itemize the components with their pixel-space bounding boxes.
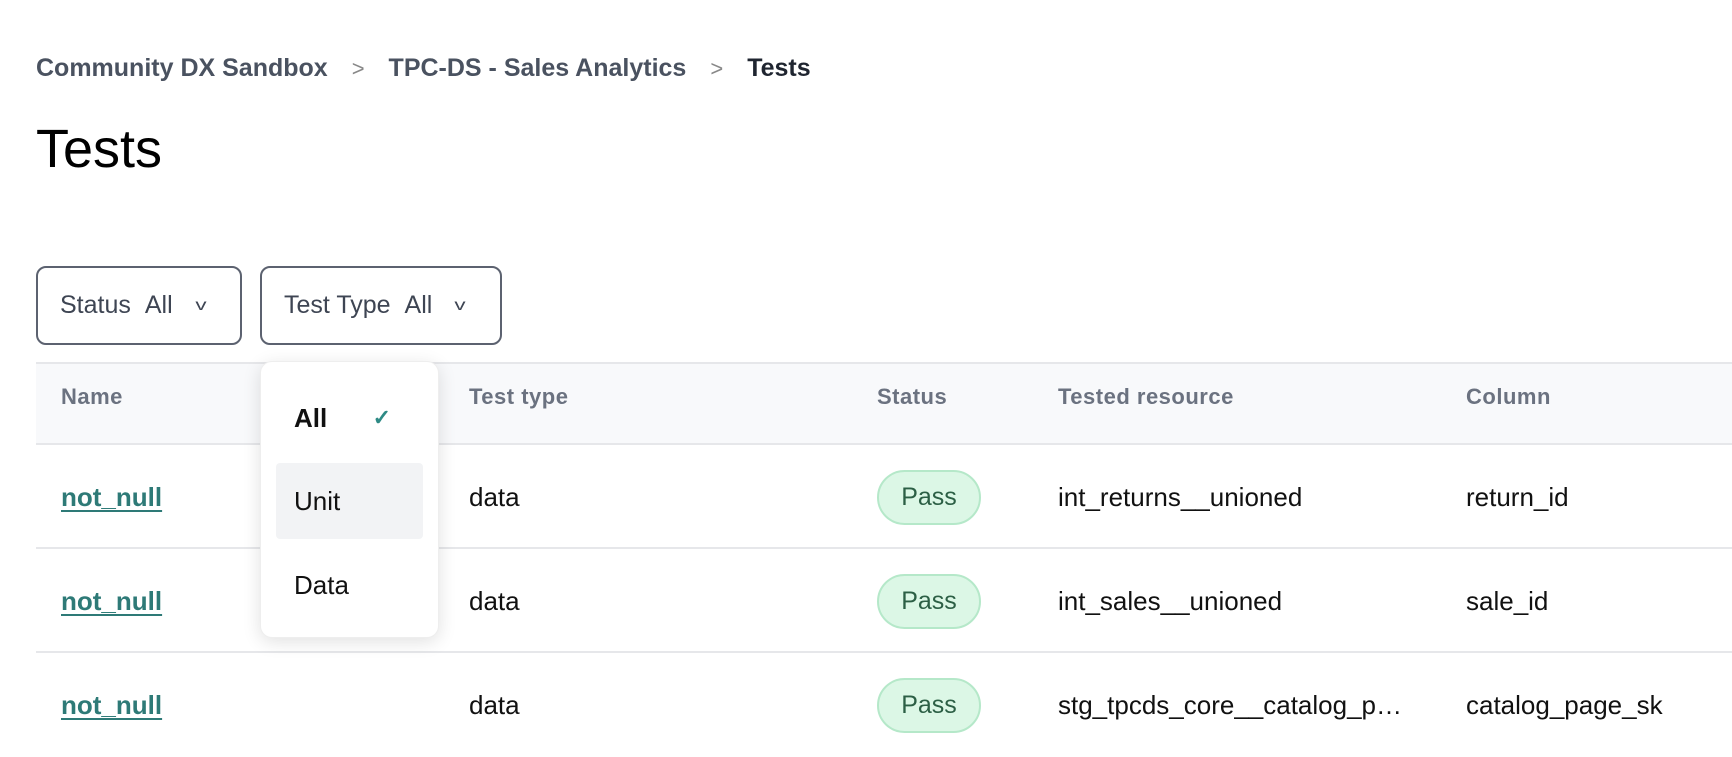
test-type-cell: data xyxy=(469,586,520,616)
page-title: Tests xyxy=(36,119,163,179)
status-filter-value: All xyxy=(144,291,173,319)
test-type-filter-label: Test Type xyxy=(284,291,391,319)
dropdown-option-all[interactable]: All ✓ xyxy=(276,380,423,456)
column-cell: catalog_page_sk xyxy=(1466,690,1663,720)
chevron-right-icon: > xyxy=(710,55,724,81)
breadcrumb: Community DX Sandbox > TPC-DS - Sales An… xyxy=(36,54,811,83)
status-badge: Pass xyxy=(877,470,981,525)
breadcrumb-item-project[interactable]: TPC-DS - Sales Analytics xyxy=(388,54,687,82)
status-filter[interactable]: Status All v xyxy=(36,266,242,345)
test-name-link[interactable]: not_null xyxy=(61,482,163,512)
column-cell: sale_id xyxy=(1466,586,1549,616)
test-type-filter[interactable]: Test Type All v xyxy=(260,266,502,345)
column-header-tested-resource[interactable]: Tested resource xyxy=(1058,384,1234,409)
column-header-test-type[interactable]: Test type xyxy=(469,384,569,409)
column-header-column[interactable]: Column xyxy=(1466,384,1551,409)
tested-resource-cell: int_returns__unioned xyxy=(1058,482,1303,512)
tested-resource-cell: stg_tpcds_core__catalog_p… xyxy=(1058,690,1403,720)
dropdown-option-unit[interactable]: Unit xyxy=(276,463,423,539)
option-label: Unit xyxy=(294,485,341,516)
column-header-name[interactable]: Name xyxy=(61,384,123,409)
test-name-link[interactable]: not_null xyxy=(61,586,163,616)
status-filter-label: Status xyxy=(60,291,131,319)
test-type-filter-value: All xyxy=(404,291,433,319)
status-badge: Pass xyxy=(877,678,981,733)
column-header-status[interactable]: Status xyxy=(877,384,948,409)
status-badge: Pass xyxy=(877,574,981,629)
option-label: Data xyxy=(294,569,349,600)
test-name-link[interactable]: not_null xyxy=(61,690,163,720)
test-type-cell: data xyxy=(469,482,520,512)
table-row xyxy=(36,549,1732,653)
chevron-down-icon: v xyxy=(454,296,466,314)
table-row xyxy=(36,445,1732,549)
check-icon: ✓ xyxy=(372,405,391,430)
breadcrumb-item-current: Tests xyxy=(747,54,811,82)
option-label: All xyxy=(294,402,328,433)
chevron-right-icon: > xyxy=(351,55,365,81)
tested-resource-cell: int_sales__unioned xyxy=(1058,586,1283,616)
column-cell: return_id xyxy=(1466,482,1569,512)
chevron-down-icon: v xyxy=(195,296,207,314)
breadcrumb-item-sandbox[interactable]: Community DX Sandbox xyxy=(36,54,328,82)
dropdown-option-data[interactable]: Data xyxy=(276,547,423,623)
test-type-dropdown-menu: All ✓ Unit Data xyxy=(260,361,439,638)
test-type-cell: data xyxy=(469,690,520,720)
